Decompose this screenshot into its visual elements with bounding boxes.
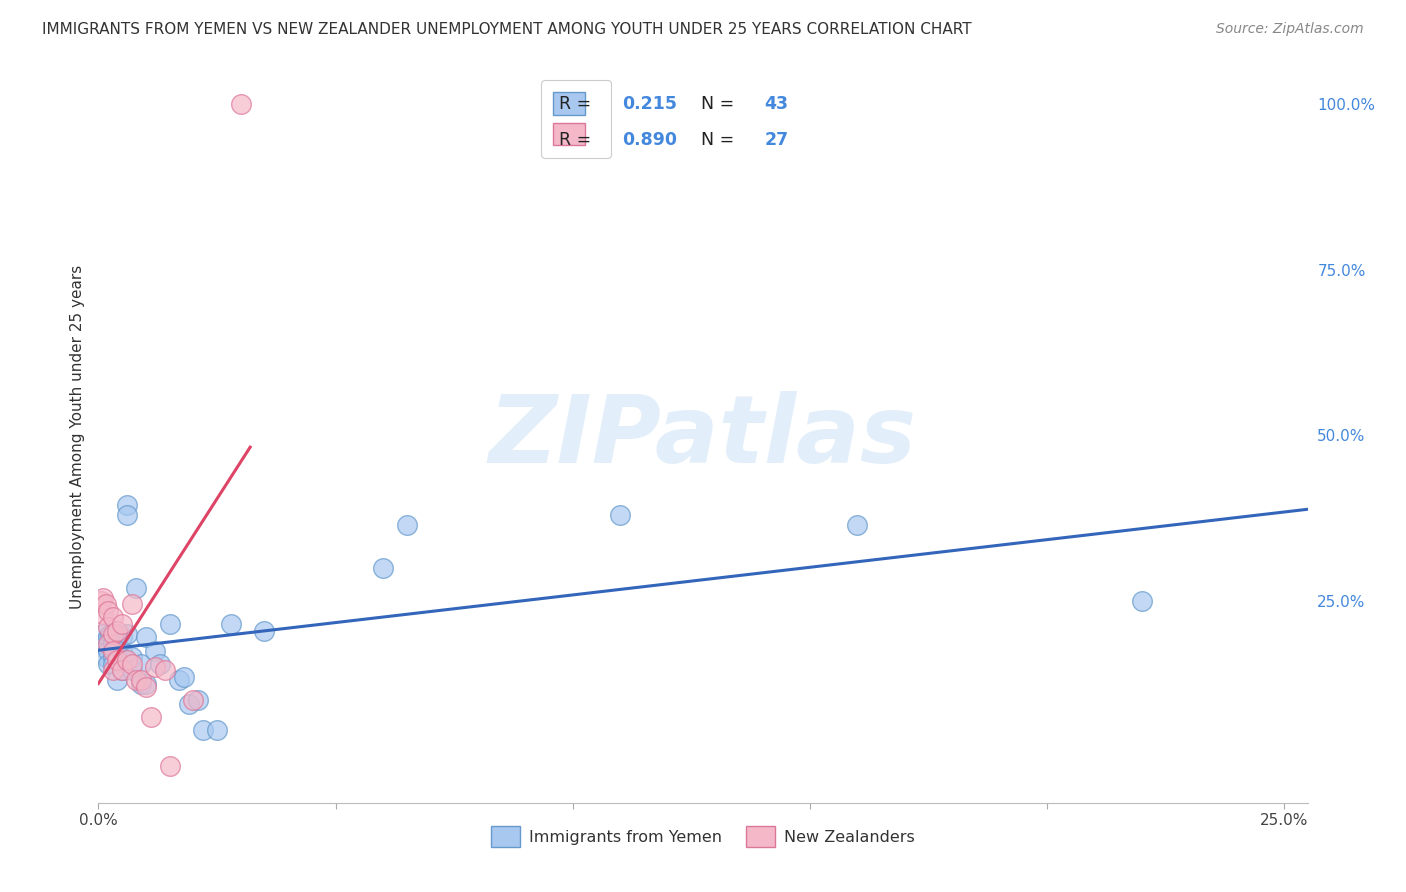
Point (115, 653, 138, 667)
Point (395, 517, 418, 532)
Point (121, 597, 143, 611)
Point (1130, 594, 1153, 608)
Point (253, 624, 276, 638)
Point (105, 637, 128, 651)
Point (115, 508, 138, 522)
Point (97, 630, 120, 644)
Point (135, 680, 157, 694)
Text: 27: 27 (765, 131, 789, 149)
Point (135, 676, 157, 690)
Point (111, 643, 134, 657)
Point (125, 673, 148, 688)
Point (181, 693, 204, 707)
Point (153, 664, 176, 678)
Point (97, 620, 120, 634)
Point (143, 660, 166, 674)
Point (139, 710, 162, 724)
Point (609, 508, 631, 522)
Point (90, 594, 112, 608)
Point (105, 673, 128, 688)
Point (101, 637, 124, 651)
Point (177, 697, 200, 711)
Point (97, 604, 120, 618)
Text: ZIPatlas: ZIPatlas (489, 391, 917, 483)
Text: R =: R = (560, 95, 596, 112)
Point (97, 643, 120, 657)
Point (149, 657, 172, 671)
Point (205, 723, 228, 737)
Point (101, 630, 124, 644)
Text: R =: R = (560, 131, 596, 149)
Point (125, 581, 148, 595)
Point (121, 650, 143, 665)
Point (101, 650, 124, 665)
Text: IMMIGRANTS FROM YEMEN VS NEW ZEALANDER UNEMPLOYMENT AMONG YOUTH UNDER 25 YEARS C: IMMIGRANTS FROM YEMEN VS NEW ZEALANDER U… (42, 22, 972, 37)
Point (167, 673, 190, 688)
Point (115, 627, 138, 641)
Point (91, 627, 114, 641)
Text: N =: N = (690, 95, 740, 112)
Point (94, 650, 117, 665)
Text: 0.215: 0.215 (621, 95, 676, 112)
Point (90, 637, 112, 651)
Text: N =: N = (690, 131, 740, 149)
Point (159, 759, 181, 773)
Text: 43: 43 (765, 95, 789, 112)
Point (111, 664, 134, 678)
Point (219, 617, 242, 632)
Point (846, 517, 869, 532)
Point (229, 97, 252, 112)
Point (98, 627, 121, 641)
Text: 0.890: 0.890 (621, 131, 676, 149)
Point (101, 664, 124, 678)
Point (121, 657, 143, 671)
Point (101, 643, 124, 657)
Point (91, 591, 114, 605)
Point (121, 664, 143, 678)
Point (105, 627, 128, 641)
Point (129, 676, 152, 690)
Point (94, 597, 117, 611)
Point (97, 637, 120, 651)
Point (191, 723, 214, 737)
Point (105, 624, 128, 638)
Point (187, 693, 209, 707)
Point (143, 643, 166, 657)
Point (135, 630, 157, 644)
Point (105, 653, 128, 667)
Point (371, 561, 394, 575)
Point (101, 627, 124, 641)
Text: Source: ZipAtlas.com: Source: ZipAtlas.com (1216, 22, 1364, 37)
Point (111, 630, 134, 644)
Point (159, 617, 181, 632)
Point (129, 673, 152, 688)
Point (115, 498, 138, 512)
Point (173, 670, 195, 684)
Legend: Immigrants from Yemen, New Zealanders: Immigrants from Yemen, New Zealanders (485, 820, 921, 854)
Y-axis label: Unemployment Among Youth under 25 years: Unemployment Among Youth under 25 years (69, 265, 84, 609)
Point (91, 607, 114, 622)
Point (111, 617, 134, 632)
Point (111, 664, 134, 678)
Point (129, 657, 152, 671)
Point (101, 657, 124, 671)
Point (101, 610, 124, 624)
Point (97, 657, 120, 671)
